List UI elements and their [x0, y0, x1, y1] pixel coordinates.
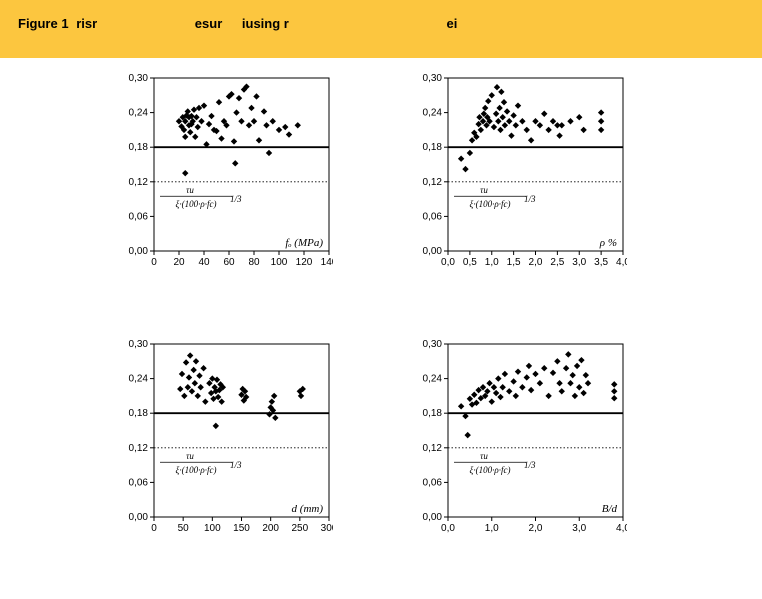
- svg-text:ρ %: ρ %: [599, 237, 617, 249]
- svg-text:120: 120: [296, 257, 313, 268]
- header-part-1: risr: [76, 16, 97, 31]
- svg-text:1,0: 1,0: [485, 523, 499, 534]
- svg-text:0,12: 0,12: [129, 443, 149, 454]
- svg-text:0,00: 0,00: [423, 246, 443, 257]
- svg-text:80: 80: [248, 257, 260, 268]
- svg-text:4,0: 4,0: [616, 257, 627, 268]
- svg-text:0,30: 0,30: [129, 339, 149, 350]
- svg-text:0,18: 0,18: [423, 142, 443, 153]
- svg-text:0,30: 0,30: [423, 73, 443, 84]
- svg-text:0,0: 0,0: [441, 523, 455, 534]
- svg-text:0,30: 0,30: [129, 73, 149, 84]
- svg-text:250: 250: [291, 523, 308, 534]
- svg-text:0: 0: [151, 523, 157, 534]
- svg-text:0,00: 0,00: [129, 512, 149, 523]
- svg-text:0,18: 0,18: [129, 142, 149, 153]
- svg-text:0,06: 0,06: [423, 211, 443, 222]
- figure-header: Figure 1 risr esur iusing r ei: [0, 0, 762, 58]
- panel-fc: 0,00 0,06 0,12 0,18 0,24 0,30 0 20 40 60 80 100 120 1…: [118, 72, 384, 316]
- svg-text:300: 300: [321, 523, 333, 534]
- svg-text:ξ·(100·ρ·fc): ξ·(100·ρ·fc): [470, 465, 511, 475]
- svg-text:1,5: 1,5: [507, 257, 521, 268]
- svg-text:0,00: 0,00: [423, 512, 443, 523]
- header-part-3: iusing r: [242, 16, 289, 31]
- svg-text:1/3: 1/3: [524, 460, 536, 470]
- svg-text:d (mm): d (mm): [292, 503, 324, 515]
- svg-text:0,5: 0,5: [463, 257, 477, 268]
- panel-Bd: 0,00 0,06 0,12 0,18 0,24 0,30 0,0 1,0 2,0 3,0 4,0 τ…: [412, 338, 678, 582]
- svg-text:0,12: 0,12: [129, 177, 149, 188]
- svg-text:0: 0: [151, 257, 157, 268]
- svg-text:1/3: 1/3: [230, 460, 242, 470]
- svg-text:B/d: B/d: [602, 503, 618, 515]
- svg-text:0,06: 0,06: [423, 477, 443, 488]
- svg-text:200: 200: [262, 523, 279, 534]
- svg-text:60: 60: [223, 257, 235, 268]
- svg-text:τu: τu: [186, 451, 194, 461]
- svg-text:40: 40: [198, 257, 210, 268]
- svg-text:140: 140: [321, 257, 333, 268]
- svg-text:0,0: 0,0: [441, 257, 455, 268]
- panel-rho: 0,00 0,06 0,12 0,18 0,24 0,30 0,0 0,5 1,0 1,5 2,0 2…: [412, 72, 678, 316]
- svg-text:0,24: 0,24: [423, 108, 443, 119]
- svg-text:τu: τu: [480, 185, 488, 195]
- svg-text:0,18: 0,18: [129, 408, 149, 419]
- header-part-2: esur: [195, 16, 222, 31]
- svg-text:0,00: 0,00: [129, 246, 149, 257]
- svg-text:ξ·(100·ρ·fc): ξ·(100·ρ·fc): [470, 199, 511, 209]
- svg-text:150: 150: [233, 523, 250, 534]
- svg-text:2,0: 2,0: [529, 257, 543, 268]
- panel-d: 0,00 0,06 0,12 0,18 0,24 0,30 0 50 100 150 200 250 3…: [118, 338, 384, 582]
- header-part-0: Figure 1: [18, 16, 69, 31]
- svg-text:0,24: 0,24: [129, 374, 149, 385]
- svg-text:0,24: 0,24: [423, 374, 443, 385]
- svg-text:1/3: 1/3: [524, 194, 536, 204]
- svg-text:2,5: 2,5: [550, 257, 564, 268]
- svg-text:0,12: 0,12: [423, 443, 443, 454]
- svg-text:1/3: 1/3: [230, 194, 242, 204]
- svg-text:0,18: 0,18: [423, 408, 443, 419]
- header-part-4: ei: [446, 16, 457, 31]
- svg-text:100: 100: [204, 523, 221, 534]
- svg-text:0,30: 0,30: [423, 339, 443, 350]
- svg-text:50: 50: [178, 523, 190, 534]
- svg-text:0,12: 0,12: [423, 177, 443, 188]
- svg-text:fₒ (MPa): fₒ (MPa): [285, 237, 323, 249]
- svg-text:0,06: 0,06: [129, 211, 149, 222]
- chart-grid: 0,000,060,120,180,240,300204060801001201…: [118, 72, 678, 582]
- svg-text:1,0: 1,0: [485, 257, 499, 268]
- svg-text:100: 100: [271, 257, 288, 268]
- svg-text:3,0: 3,0: [572, 523, 586, 534]
- svg-text:4,0: 4,0: [616, 523, 627, 534]
- svg-text:τu: τu: [480, 451, 488, 461]
- svg-text:3,5: 3,5: [594, 257, 608, 268]
- svg-text:0,06: 0,06: [129, 477, 149, 488]
- svg-text:3,0: 3,0: [572, 257, 586, 268]
- svg-text:ξ·(100·ρ·fc): ξ·(100·ρ·fc): [176, 199, 217, 209]
- svg-text:2,0: 2,0: [529, 523, 543, 534]
- svg-text:ξ·(100·ρ·fc): ξ·(100·ρ·fc): [176, 465, 217, 475]
- svg-text:0,24: 0,24: [129, 108, 149, 119]
- svg-text:τu: τu: [186, 185, 194, 195]
- svg-text:20: 20: [173, 257, 185, 268]
